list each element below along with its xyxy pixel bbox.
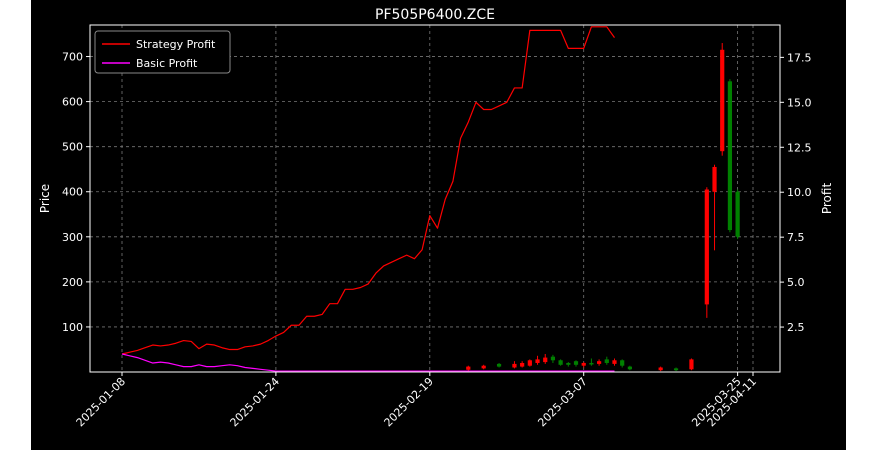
candle-body	[712, 166, 717, 192]
x-axis: 2025-01-08 2025-01-24 2025-02-19 2025-03-07…	[74, 372, 759, 429]
y2-tick-label: 10.0	[787, 186, 812, 199]
candle-body	[604, 359, 609, 363]
plot-area	[89, 24, 781, 373]
series-line-basic-profit	[121, 353, 615, 372]
plot-background	[90, 25, 780, 372]
candle-body	[620, 360, 625, 366]
y2-tick-label: 7.5	[787, 231, 805, 244]
x-tick-label: 2025-01-08	[74, 375, 128, 429]
candle-body	[589, 362, 594, 365]
y2-tick-label: 15.0	[787, 96, 812, 109]
candle-body	[520, 362, 525, 367]
candle-body	[543, 357, 548, 363]
lines-layer	[121, 26, 615, 372]
candle-body	[535, 359, 540, 363]
y2-axis-label: Profit	[820, 183, 834, 215]
chart-figure: 2025-01-08 2025-01-24 2025-02-19 2025-03-07…	[31, 0, 846, 450]
legend: Strategy Profit Basic Profit	[94, 30, 231, 74]
candle-body	[627, 366, 632, 370]
series-line-strategy-profit	[121, 26, 615, 355]
candles-layer	[466, 43, 740, 372]
y-tick-label: 500	[62, 141, 83, 154]
plot-frame	[89, 24, 781, 373]
candle-body	[527, 360, 532, 366]
x-tick-label: 2025-01-24	[228, 375, 282, 429]
candle-body	[704, 189, 709, 305]
y2-tick-label: 2.5	[787, 321, 805, 334]
y-axis-label: Price	[38, 184, 52, 213]
legend-label: Strategy Profit	[136, 38, 216, 51]
candle-body	[466, 366, 471, 370]
chart-title: PF505P6400.ZCE	[375, 7, 495, 23]
y-tick-label: 400	[62, 186, 83, 199]
y2-tick-label: 17.5	[787, 51, 812, 64]
y-tick-label: 600	[62, 96, 83, 109]
candle-body	[573, 361, 579, 365]
candle-body	[727, 81, 733, 231]
candle-body	[512, 363, 517, 368]
x-tick-label: 2025-03-07	[535, 375, 589, 429]
y-axis-right: 2.5 5.0 7.5 10.0 12.5 15.0 17.5	[780, 51, 812, 334]
candle-body	[550, 356, 556, 361]
candle-body	[558, 360, 563, 365]
candle-body	[566, 362, 571, 365]
legend-label: Basic Profit	[136, 57, 198, 70]
candle-body	[720, 49, 725, 152]
y-tick-label: 300	[62, 231, 83, 244]
candle-body	[689, 359, 694, 370]
candle-body	[596, 361, 602, 364]
y-tick-label: 700	[62, 51, 83, 64]
y-tick-label: 200	[62, 276, 83, 289]
y-axis-left: 100 200 300 400 500 600 700	[62, 51, 90, 334]
candle-body	[496, 363, 502, 367]
candle-body	[673, 368, 679, 371]
y2-tick-label: 12.5	[787, 141, 812, 154]
x-tick-label: 2025-02-19	[382, 375, 436, 429]
y-tick-label: 100	[62, 321, 83, 334]
candle-body	[735, 191, 740, 237]
candle-body	[612, 360, 617, 364]
y2-tick-label: 5.0	[787, 276, 805, 289]
candle-body	[581, 362, 586, 366]
chart-svg: 2025-01-08 2025-01-24 2025-02-19 2025-03-07…	[38, 7, 834, 429]
candle-body	[481, 365, 486, 369]
candle-body	[658, 367, 663, 371]
